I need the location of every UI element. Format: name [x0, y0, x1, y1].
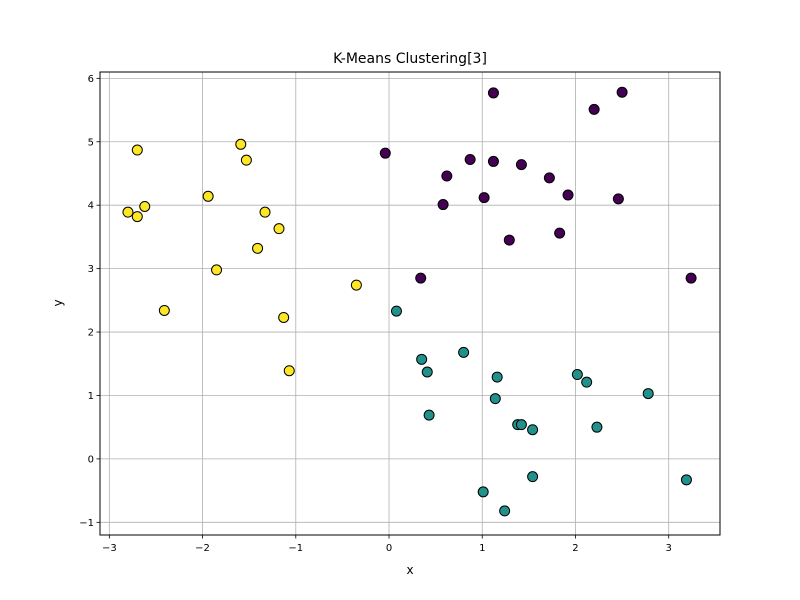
data-point: [616, 86, 628, 98]
data-point: [278, 311, 290, 323]
data-point: [581, 376, 593, 388]
data-point: [259, 206, 271, 218]
data-point: [464, 154, 476, 166]
data-point: [503, 234, 515, 246]
data-points: [122, 86, 697, 517]
data-point: [685, 272, 697, 284]
data-point: [252, 242, 264, 254]
x-tick-label: 3: [666, 543, 672, 554]
plot-frame: [99, 71, 721, 536]
data-point: [515, 419, 527, 431]
data-point: [415, 272, 427, 284]
data-point: [562, 189, 574, 201]
data-point: [487, 87, 499, 99]
y-axis-label: y: [51, 299, 65, 306]
data-point: [588, 103, 600, 115]
data-point: [491, 371, 503, 383]
data-point: [122, 206, 134, 218]
data-point: [423, 409, 435, 421]
data-point: [499, 505, 511, 517]
data-point: [571, 369, 583, 381]
data-point: [131, 144, 143, 156]
x-tick-label: 0: [386, 543, 392, 554]
data-point: [421, 366, 433, 378]
data-point: [131, 211, 143, 223]
axis-ticks: −3 −2 −1 0 1 2 3 −1 0 1 2 3 4 5 6: [79, 74, 672, 554]
data-point: [390, 305, 402, 317]
data-point: [416, 353, 428, 365]
y-tick-label: 2: [88, 328, 94, 339]
data-point: [211, 264, 223, 276]
data-point: [350, 279, 362, 291]
data-point: [489, 393, 501, 405]
x-axis-label: x: [406, 563, 413, 577]
data-point: [591, 421, 603, 433]
data-point: [458, 346, 470, 358]
data-point: [240, 154, 252, 166]
data-point: [235, 138, 247, 150]
data-point: [487, 155, 499, 167]
data-point: [680, 474, 692, 486]
y-tick-label: −1: [79, 518, 94, 529]
y-tick-label: 4: [88, 201, 94, 212]
data-point: [642, 388, 654, 400]
data-point: [527, 471, 539, 483]
data-point: [527, 424, 539, 436]
y-tick-label: 5: [88, 137, 94, 148]
y-tick-label: 6: [88, 74, 94, 85]
x-tick-label: 2: [572, 543, 578, 554]
x-tick-label: −1: [288, 543, 303, 554]
data-point: [379, 147, 391, 159]
x-tick-label: 1: [479, 543, 485, 554]
y-tick-label: 1: [88, 391, 94, 402]
data-point: [612, 193, 624, 205]
data-point: [202, 190, 214, 202]
chart-title: K-Means Clustering[3]: [333, 51, 487, 67]
data-point: [554, 227, 566, 239]
x-tick-label: −3: [102, 543, 117, 554]
data-point: [477, 486, 489, 498]
grid-lines: [100, 72, 720, 535]
x-tick-label: −2: [195, 543, 210, 554]
data-point: [139, 200, 151, 212]
data-point: [543, 172, 555, 184]
data-point: [283, 365, 295, 377]
y-tick-label: 0: [88, 454, 94, 465]
data-point: [515, 159, 527, 171]
data-point: [441, 170, 453, 182]
y-tick-label: 3: [88, 264, 94, 275]
data-point: [478, 192, 490, 204]
data-point: [273, 223, 285, 235]
data-point: [437, 199, 449, 211]
data-point: [158, 304, 170, 316]
